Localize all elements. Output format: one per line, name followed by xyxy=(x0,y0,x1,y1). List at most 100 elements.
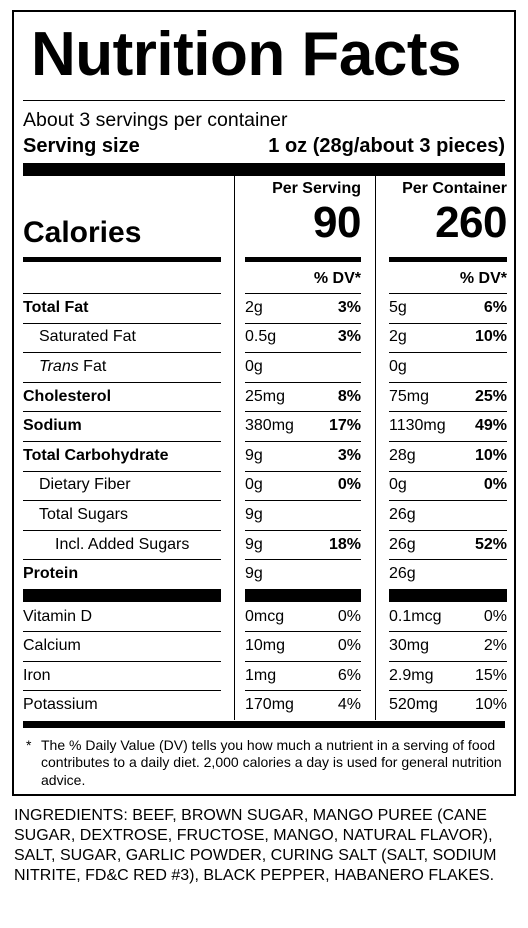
vitamin-container-amount: 0.1mcg xyxy=(389,607,442,625)
per-serving-label: Per Serving xyxy=(272,180,361,197)
nutrient-container-cell: 75mg 25% xyxy=(389,382,507,412)
vitamin-serving-dv: 6% xyxy=(337,666,361,684)
row-rule xyxy=(23,529,221,531)
row-rule xyxy=(389,690,507,692)
nutrient-rows: Total Fat 2g 3% 5g 6% Saturated Fat 0.5g 3% 2g 10… xyxy=(23,293,507,589)
nutrient-name: Incl. Added Sugars xyxy=(23,530,221,560)
nutrient-name: Saturated Fat xyxy=(23,323,221,353)
nutrient-container-amount: 1130mg xyxy=(389,417,446,435)
vitamin-name-text: Vitamin D xyxy=(23,607,93,625)
footnote: * The % Daily Value (DV) tells you how m… xyxy=(23,728,505,790)
nutrient-name: Protein xyxy=(23,559,221,589)
nutrient-serving-amount: 9g xyxy=(245,565,263,583)
label-title: Nutrition Facts xyxy=(31,20,461,89)
ingredients-text: INGREDIENTS: BEEF, BROWN SUGAR, MANGO PU… xyxy=(14,807,497,884)
nutrient-name: Dietary Fiber xyxy=(23,471,221,501)
nutrient-serving-dv: 17% xyxy=(328,417,361,435)
bottom-bar xyxy=(23,720,505,728)
nutrient-serving-dv: 0% xyxy=(337,476,361,494)
vitamin-container-amount: 520mg xyxy=(389,696,438,714)
row-rule xyxy=(245,660,361,662)
column-divider-b xyxy=(375,500,376,530)
nutrient-name-text: Total Fat xyxy=(23,298,89,316)
nutrient-serving-cell: 9g 18% xyxy=(245,530,361,560)
nutrient-container-amount: 0g xyxy=(389,357,407,375)
row-rule xyxy=(245,690,361,692)
vitamin-name: Iron xyxy=(23,661,221,691)
nutrient-serving-amount: 9g xyxy=(245,535,263,553)
column-divider-b xyxy=(375,322,376,353)
nutrient-container-dv: 0% xyxy=(483,476,507,494)
serving-size-row: Serving size 1 oz (28g/about 3 pieces) xyxy=(23,133,505,159)
column-divider-a xyxy=(234,601,235,632)
column-divider-b xyxy=(375,293,376,323)
column-divider-b xyxy=(375,470,376,501)
column-divider-b xyxy=(375,352,376,382)
vitamin-name-text: Calcium xyxy=(23,637,81,655)
nutrient-name-text: Fat xyxy=(78,357,107,375)
nutrient-name: Total Carbohydrate xyxy=(23,441,221,471)
separator-serving xyxy=(245,588,361,602)
row-rule xyxy=(245,440,361,442)
separator-name xyxy=(23,588,221,602)
nutrient-serving-cell: 2g 3% xyxy=(245,293,361,323)
row-rule xyxy=(23,352,221,354)
nutrient-name: Sodium xyxy=(23,411,221,441)
row-rule xyxy=(245,529,361,531)
nutrient-container-dv: 6% xyxy=(483,298,507,316)
row-rule xyxy=(389,381,507,383)
nutrient-row: Cholesterol 25mg 8% 75mg 25% xyxy=(23,381,507,412)
nutrient-serving-cell: 380mg 17% xyxy=(245,411,361,441)
nutrient-row: Sodium 380mg 17% 1130mg 49% xyxy=(23,411,507,441)
vitamin-container-amount: 30mg xyxy=(389,637,430,655)
column-divider-b xyxy=(375,411,376,441)
column-divider-a xyxy=(234,293,235,323)
nutrient-serving-dv: 3% xyxy=(337,446,361,464)
nutrition-label: Nutrition Facts About 3 servings per con… xyxy=(12,10,516,796)
nutrient-name-text: Protein xyxy=(23,565,79,583)
vitamin-container-dv: 15% xyxy=(474,666,507,684)
column-divider-a xyxy=(234,660,235,691)
vitamin-serving-cell: 10mg 0% xyxy=(245,631,361,661)
nutrient-container-cell: 26g xyxy=(389,559,507,589)
nutrient-row: Total Fat 2g 3% 5g 6% xyxy=(23,293,507,323)
vitamin-serving-amount: 170mg xyxy=(245,696,294,714)
column-divider-a xyxy=(234,263,235,293)
nutrient-serving-cell: 25mg 8% xyxy=(245,382,361,412)
nutrient-container-amount: 26g xyxy=(389,535,416,553)
row-rule xyxy=(245,293,361,294)
dv-header-container-cell: % DV* xyxy=(389,263,507,293)
nutrient-serving-cell: 9g xyxy=(245,559,361,589)
nutrient-serving-cell: 0g 0% xyxy=(245,471,361,501)
row-rule xyxy=(389,293,507,294)
vitamin-container-cell: 0.1mcg 0% xyxy=(389,602,507,632)
nutrient-name-text: Cholesterol xyxy=(23,387,112,405)
vitamin-serving-cell: 1mg 6% xyxy=(245,661,361,691)
column-divider-b xyxy=(375,263,376,293)
nutrient-serving-cell: 9g 3% xyxy=(245,441,361,471)
footnote-star: * xyxy=(26,736,32,753)
vitamin-serving-amount: 10mg xyxy=(245,637,286,655)
vitamin-serving-amount: 0mcg xyxy=(245,607,285,625)
nutrient-container-cell: 0g xyxy=(389,352,507,382)
row-rule xyxy=(23,322,221,324)
serving-size-label: Serving size xyxy=(23,135,140,157)
column-divider-a xyxy=(234,529,235,560)
calories-per-container: 260 xyxy=(435,198,507,247)
row-rule xyxy=(245,500,361,502)
serving-bar xyxy=(23,163,505,176)
column-divider-a xyxy=(234,470,235,501)
column-divider-a xyxy=(234,500,235,530)
nutrient-container-cell: 28g 10% xyxy=(389,441,507,471)
column-divider-b xyxy=(375,440,376,471)
vitamin-name: Vitamin D xyxy=(23,602,221,632)
row-rule xyxy=(389,631,507,633)
nutrient-serving-dv: 18% xyxy=(328,535,361,553)
row-rule xyxy=(389,559,507,561)
row-rule xyxy=(389,352,507,354)
nutrient-container-cell: 1130mg 49% xyxy=(389,411,507,441)
vitamin-name: Potassium xyxy=(23,690,221,720)
column-divider-b xyxy=(375,588,376,602)
nutrient-name-text: Total Carbohydrate xyxy=(23,446,169,464)
row-rule xyxy=(245,631,361,633)
